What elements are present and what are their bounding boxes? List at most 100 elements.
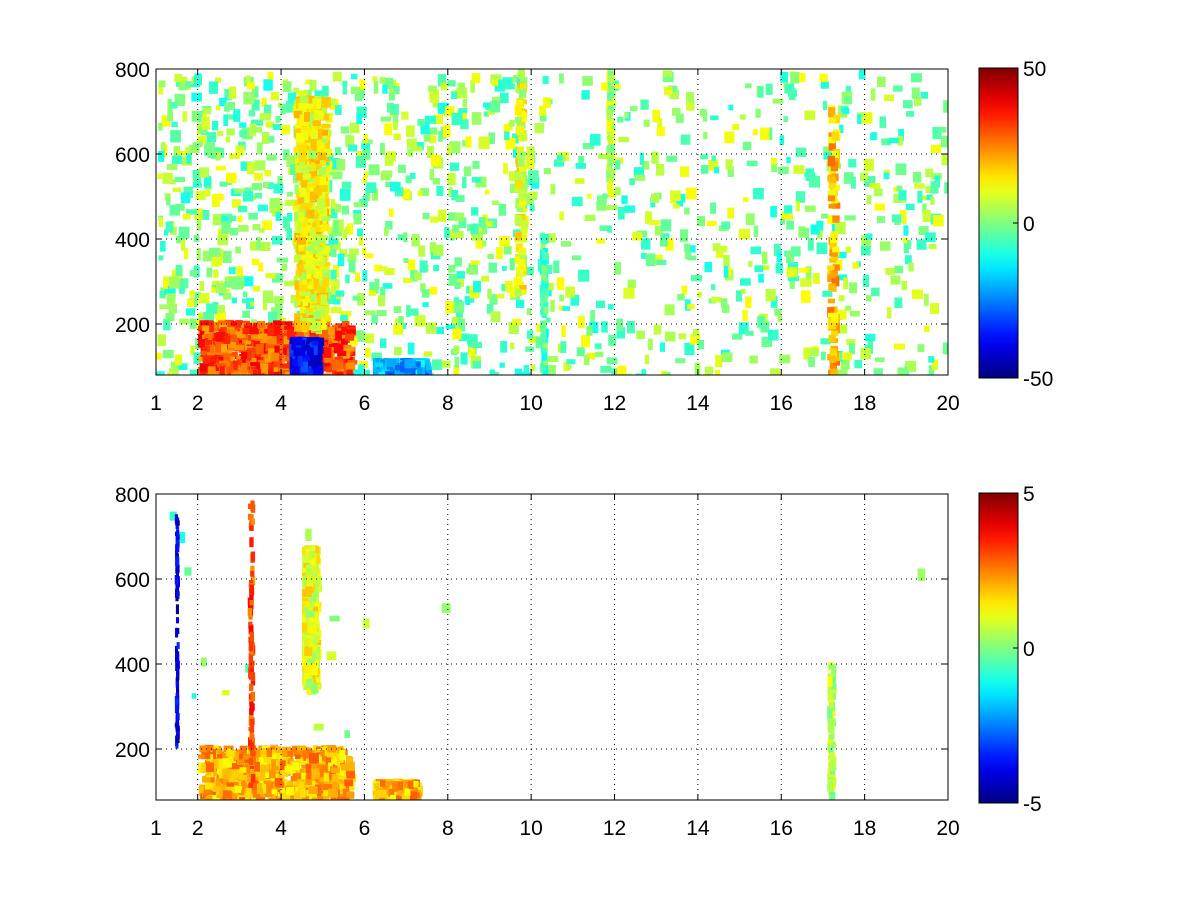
heatmap-cells [156,69,948,375]
heatmap-speckle [454,282,461,289]
heatmap-feature-cell [514,215,522,224]
heatmap-speckle [417,190,423,197]
heatmap-speckle [810,348,819,357]
heatmap-feature-cell [299,320,310,331]
heatmap-speckle [607,304,614,310]
heatmap-speckle [383,77,394,89]
heatmap-speckle [199,167,210,178]
heatmap-feature-cell [251,330,260,340]
heatmap-speckle [368,164,380,176]
heatmap-feature-cell [316,285,326,293]
heatmap-feature-cell [827,215,835,224]
heatmap-speckle [472,230,483,241]
heatmap-feature-cell [322,374,329,375]
heatmap-speckle [213,269,219,278]
heatmap-speckle [577,315,585,329]
heatmap-speckle [845,305,852,311]
heatmap-speckle [189,318,200,329]
heatmap-speckle [928,356,935,363]
heatmap-speckle [845,86,851,92]
heatmap-speckle [442,124,451,138]
heatmap-speckle [331,157,340,170]
heatmap-speckle [879,241,891,251]
heatmap-speckle [201,209,210,220]
heatmap-feature-cell [250,361,260,367]
heatmap-speckle [795,147,807,157]
heatmap-feature-cell [208,320,214,332]
heatmap-speckle [494,79,506,92]
heatmap-feature-cell [295,317,300,326]
heatmap-feature-cell [402,374,411,375]
heatmap-speckle [835,251,847,259]
heatmap-speckle [423,134,431,142]
heatmap-feature-cell [313,153,323,161]
heatmap-speckle [250,319,258,326]
heatmap-feature-cell [322,198,330,207]
heatmap-speckle [475,238,483,249]
heatmap-feature-cell [230,351,238,357]
heatmap-speckle [189,369,198,375]
heatmap-speckle [928,243,937,250]
heatmap-speckle [334,290,345,297]
heatmap-speckle [470,80,475,93]
heatmap-feature-cell [217,320,228,327]
heatmap-speckle [410,270,418,282]
heatmap-speckle [427,127,438,135]
heatmap-speckle [271,235,283,245]
heatmap-speckle [795,201,800,212]
heatmap-speckle [804,205,816,212]
heatmap-feature-cell [279,332,288,340]
heatmap-speckle [844,215,856,221]
heatmap-feature-cell [204,328,210,334]
heatmap-speckle [820,81,829,89]
heatmap-speckle [893,193,903,203]
heatmap-feature-cell [296,172,303,181]
heatmap-speckle [163,288,172,295]
heatmap-feature-cell [609,78,615,87]
heatmap-speckle [216,130,224,137]
heatmap-speckle [262,181,269,188]
heatmap-speckle [238,225,249,232]
heatmap-speckle [187,298,194,307]
heatmap-feature-cell [297,187,306,196]
heatmap-speckle [503,162,508,175]
heatmap-speckle [657,118,663,129]
heatmap-speckle [809,175,821,188]
heatmap-speckle [240,161,252,171]
heatmap-speckle [332,71,342,82]
heatmap-speckle [898,190,907,201]
heatmap-feature-cell [514,231,522,241]
heatmap-speckle [508,171,520,182]
heatmap-feature-cell [269,746,277,752]
heatmap-speckle [850,176,856,189]
heatmap-speckle [157,150,165,162]
heatmap-speckle [671,108,681,116]
heatmap-feature-cell [226,366,234,374]
heatmap-feature-cell [302,277,308,286]
heatmap-speckle [728,104,734,111]
heatmap-speckle [823,149,832,160]
heatmap-speckle [192,169,201,183]
heatmap-feature-cell [302,290,311,297]
heatmap-feature-cell [827,190,836,196]
heatmap-feature-cell [828,107,836,118]
heatmap-speckle [380,171,391,181]
heatmap-feature-cell [519,112,527,122]
heatmap-speckle [353,202,365,208]
heatmap-speckle [780,71,789,83]
heatmap-feature-cell [322,148,333,157]
heatmap-speckle [859,172,869,182]
heatmap-feature-cell [404,364,413,374]
heatmap-feature-cell [421,374,428,375]
heatmap-speckle [205,142,215,155]
heatmap-feature-cell [606,128,612,135]
heatmap-speckle [862,274,870,288]
heatmap-speckle [843,277,848,290]
heatmap-speckle [382,283,393,289]
heatmap-feature-cell [310,158,320,166]
heatmap-speckle [942,342,948,355]
heatmap-speckle [553,260,560,274]
heatmap-speckle [694,362,701,375]
heatmap-speckle [258,262,264,272]
heatmap-speckle [354,90,363,102]
